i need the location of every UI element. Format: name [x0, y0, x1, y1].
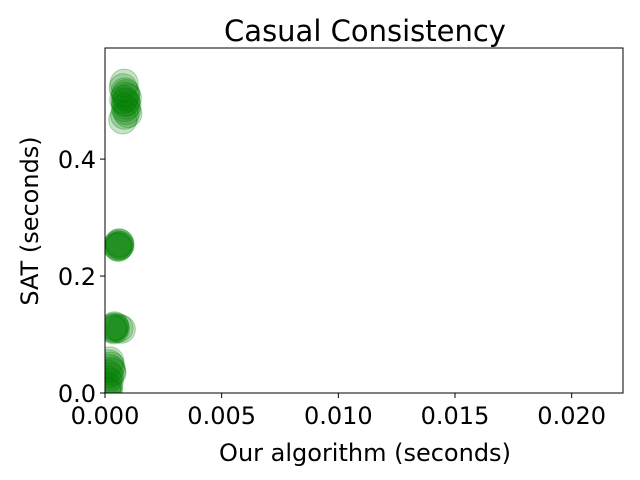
data-point	[105, 377, 123, 393]
data-point	[109, 68, 139, 98]
data-point	[108, 73, 138, 103]
y-tick-label: 0.2	[58, 263, 96, 291]
plot-frame	[104, 47, 624, 394]
x-tick-label: 0.015	[421, 402, 490, 430]
data-point	[105, 314, 130, 344]
data-point	[105, 312, 130, 342]
data-point	[105, 313, 128, 343]
data-point	[105, 346, 125, 376]
y-axis-ticks: 0.0 0.2 0.4	[58, 146, 105, 408]
data-point	[105, 230, 135, 260]
data-point	[106, 314, 136, 344]
x-axis-label: Our algorithm (seconds)	[219, 439, 511, 467]
data-point	[105, 313, 134, 343]
data-point	[105, 311, 129, 341]
data-point	[110, 77, 140, 107]
data-point	[105, 362, 125, 392]
data-point	[111, 81, 141, 111]
data-point	[110, 100, 140, 130]
data-point	[109, 84, 139, 114]
data-points	[105, 68, 143, 393]
data-point	[110, 93, 140, 123]
data-point	[105, 359, 123, 389]
data-point	[111, 79, 141, 109]
data-point	[113, 98, 143, 128]
data-point	[110, 87, 140, 117]
data-point	[105, 232, 133, 262]
data-point	[105, 367, 124, 393]
data-point	[105, 349, 124, 379]
data-point	[105, 315, 129, 345]
data-point	[112, 90, 142, 120]
data-point	[105, 365, 123, 393]
data-point	[105, 229, 133, 259]
data-point	[108, 105, 138, 135]
data-point	[105, 371, 122, 393]
y-axis-label: SAT (seconds)	[16, 136, 44, 305]
x-tick-label: 0.000	[71, 402, 140, 430]
data-point	[105, 356, 127, 386]
data-point	[105, 353, 125, 383]
y-tick-label: 0.4	[58, 146, 96, 174]
data-point	[112, 83, 142, 113]
data-point	[105, 231, 132, 261]
data-point	[105, 358, 127, 388]
data-point	[105, 232, 134, 262]
data-point	[111, 96, 141, 126]
data-point	[111, 87, 141, 117]
y-tick-label: 0.0	[58, 380, 96, 408]
chart-title: Casual Consistency	[224, 14, 506, 48]
data-point	[105, 228, 134, 258]
x-axis-ticks: 0.000 0.005 0.010 0.015 0.020	[71, 393, 606, 430]
data-point	[105, 351, 126, 381]
data-point	[105, 373, 123, 393]
x-tick-label: 0.020	[537, 402, 606, 430]
x-tick-label: 0.005	[187, 402, 256, 430]
data-point	[105, 314, 128, 344]
data-point	[105, 228, 135, 258]
data-point	[105, 376, 122, 393]
x-tick-label: 0.010	[304, 402, 373, 430]
